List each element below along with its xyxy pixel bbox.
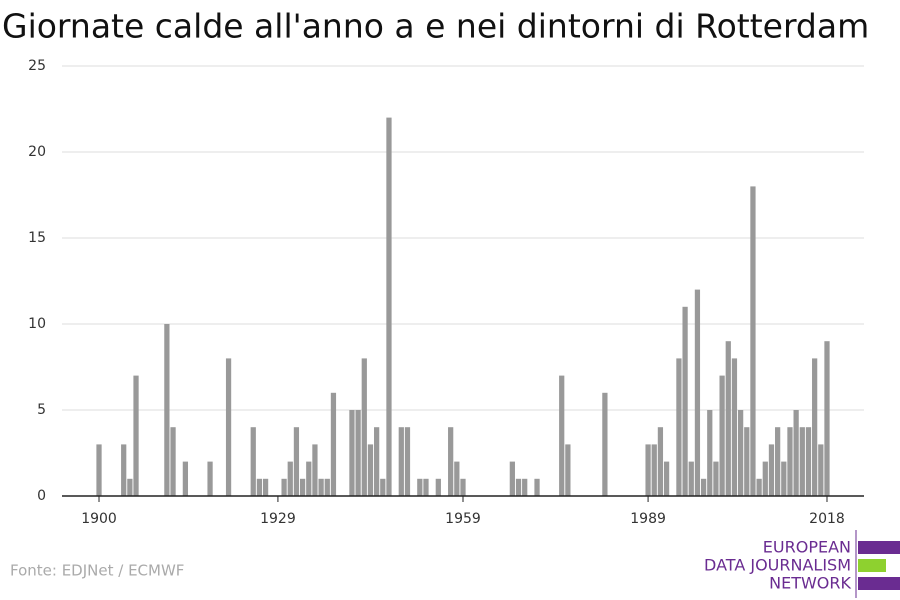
bar (435, 478, 441, 496)
bar (762, 461, 768, 496)
bar (250, 427, 256, 496)
bar (361, 358, 367, 496)
x-tick-label: 1929 (260, 511, 296, 527)
bar (367, 444, 374, 496)
bar (818, 444, 824, 496)
y-tick-label: 20 (28, 144, 46, 160)
bar (522, 478, 528, 496)
bar (559, 375, 565, 496)
bar (645, 444, 651, 496)
bar (787, 427, 793, 496)
bar (700, 478, 707, 496)
bar (805, 427, 812, 496)
bar (386, 117, 392, 496)
logo-text: EUROPEAN (763, 538, 851, 557)
bar (170, 427, 176, 496)
bar (448, 427, 454, 496)
bar (374, 427, 380, 496)
bar (349, 410, 355, 496)
bar (355, 410, 361, 496)
bar (312, 444, 318, 496)
bar (515, 478, 522, 496)
logo-bar (858, 577, 900, 590)
bar (509, 461, 515, 496)
x-tick-label: 1959 (445, 511, 481, 527)
bar (725, 341, 731, 496)
bar (380, 478, 386, 496)
y-tick-label: 25 (28, 58, 46, 74)
logo-bar (858, 541, 900, 554)
bar (318, 478, 324, 496)
bar (404, 427, 411, 496)
bar (164, 324, 170, 496)
bar (281, 478, 287, 496)
logo-text: NETWORK (769, 574, 851, 593)
bar (565, 444, 571, 496)
bar (423, 478, 429, 496)
bar (182, 461, 189, 496)
y-tick-label: 10 (28, 316, 46, 332)
bar (775, 427, 781, 496)
bar (713, 461, 719, 496)
bar (299, 478, 306, 496)
bar (719, 375, 725, 496)
bar (731, 358, 738, 496)
source: Fonte: EDJNet / ECMWF (10, 562, 184, 580)
bar (293, 427, 300, 496)
bar (127, 478, 133, 496)
bar (781, 461, 787, 496)
bar (676, 358, 682, 496)
bar (534, 478, 540, 496)
bar (262, 478, 269, 496)
bar (398, 427, 404, 496)
logo-text: DATA JOURNALISM (704, 556, 851, 575)
bar (256, 478, 263, 496)
x-tick-label: 1989 (630, 511, 666, 527)
bar (96, 444, 102, 496)
bar (694, 289, 701, 496)
bar (306, 461, 312, 496)
bar (324, 478, 330, 496)
y-tick-label: 5 (37, 402, 46, 418)
bar (207, 461, 213, 496)
x-tick-label: 1900 (81, 511, 117, 527)
bar (651, 444, 657, 496)
logo-bar (858, 559, 886, 572)
bar (657, 427, 664, 496)
bar (454, 461, 460, 496)
bar (750, 186, 756, 496)
bar (688, 461, 694, 496)
bar (812, 358, 818, 496)
bar (793, 410, 799, 496)
bar (121, 444, 127, 496)
y-tick-label: 15 (28, 230, 46, 246)
x-tick-label: 2018 (809, 511, 845, 527)
bar (768, 444, 775, 496)
bar (330, 392, 337, 496)
bar (287, 461, 293, 496)
chart-title: Giornate calde all'anno a e nei dintorni… (2, 7, 869, 46)
bar (799, 427, 805, 496)
bar (663, 461, 670, 496)
bar (417, 478, 423, 496)
bar (460, 478, 466, 496)
bar (707, 410, 713, 496)
bar (602, 392, 608, 496)
bar (824, 341, 830, 496)
bar (756, 478, 762, 496)
bar (133, 375, 139, 496)
bar (744, 427, 750, 496)
bar (682, 306, 688, 496)
bar (225, 358, 232, 496)
bar (737, 410, 744, 496)
y-tick-label: 0 (37, 488, 46, 504)
